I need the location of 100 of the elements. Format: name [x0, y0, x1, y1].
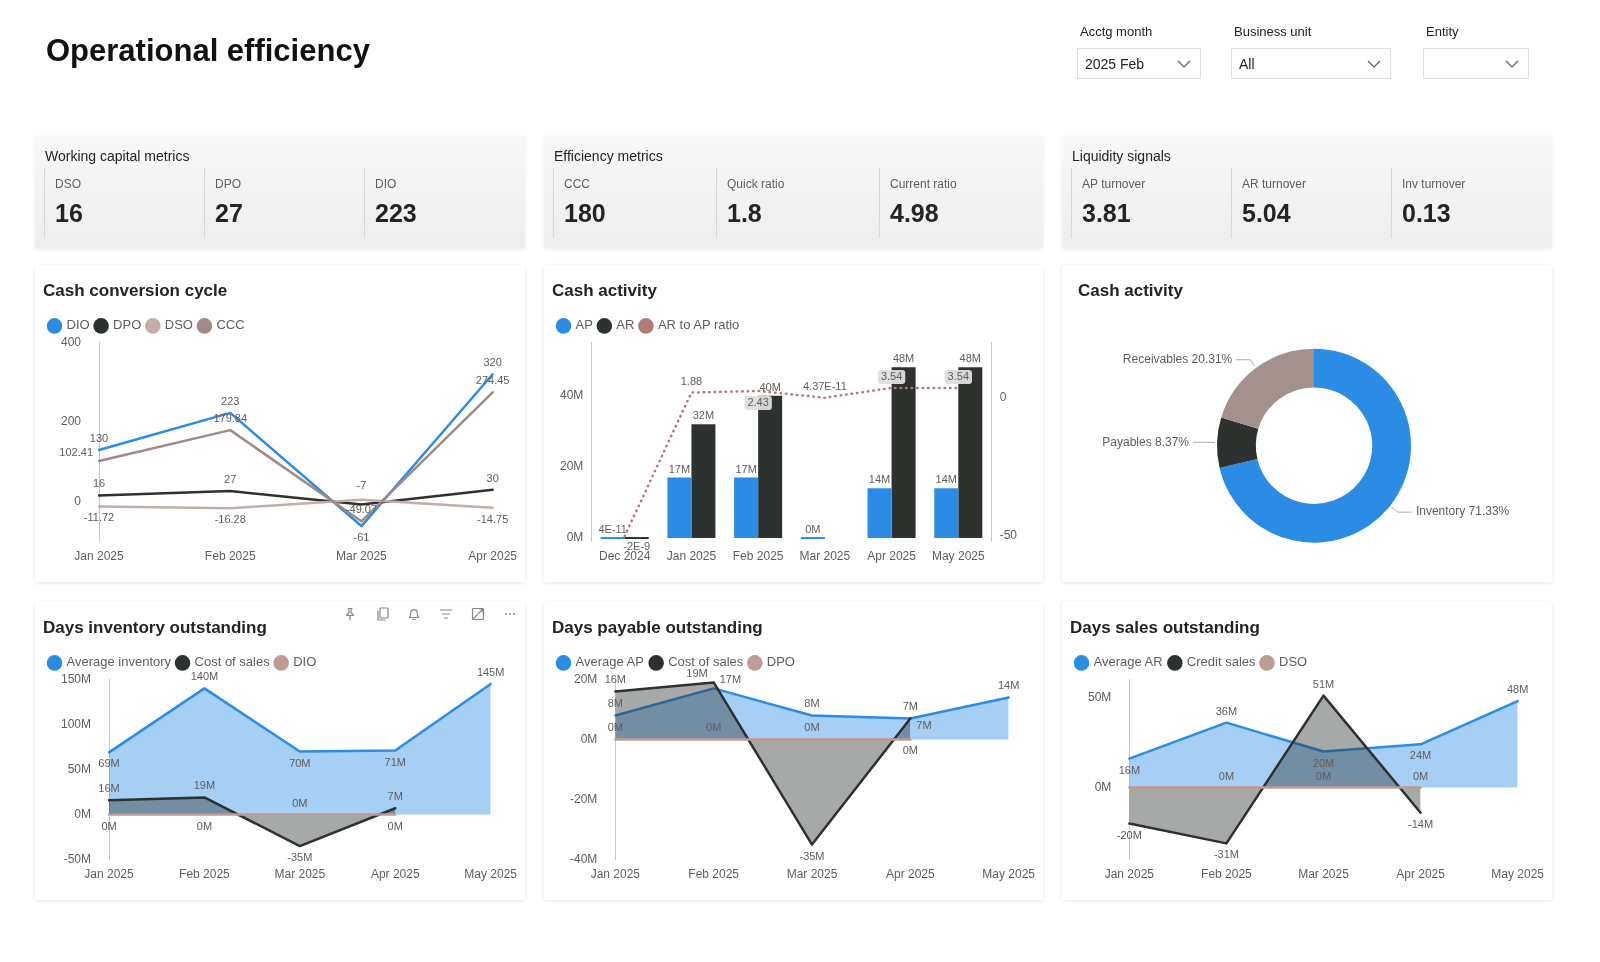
- data-label: 36M: [1215, 704, 1238, 717]
- data-label: -16.28: [214, 513, 246, 526]
- x-tick-label: Jan 2025: [74, 549, 125, 564]
- x-tick-label: Apr 2025: [885, 867, 935, 882]
- y-tick-label: 100M: [60, 716, 92, 731]
- data-label: 48M: [892, 352, 915, 365]
- data-label: 32M: [692, 409, 715, 422]
- x-tick-label: Mar 2025: [799, 549, 851, 564]
- data-label: 130: [89, 432, 109, 444]
- data-label: 3.54: [880, 369, 903, 382]
- chart-title: Days sales outstanding: [1070, 617, 1260, 637]
- data-label: 71M: [384, 755, 406, 768]
- data-label: 17M: [735, 462, 757, 475]
- text: DSO: [55, 177, 82, 192]
- data-label: 16M: [98, 782, 120, 795]
- y2-tick-label: -50: [999, 528, 1018, 543]
- y-tick-label: 0M: [566, 530, 584, 545]
- data-label: -11.72: [83, 511, 115, 524]
- text: 0.13: [1402, 198, 1451, 228]
- x-tick-label: Apr 2025: [370, 867, 420, 882]
- y-tick-label: 200: [60, 414, 82, 429]
- data-label: 30: [486, 471, 499, 484]
- data-label: 0M: [387, 819, 403, 832]
- chart-title: Cash activity: [1078, 280, 1184, 300]
- bar: [600, 537, 625, 540]
- text: 3.81: [1082, 198, 1131, 228]
- bar: [734, 477, 759, 539]
- y-tick-label: 0: [74, 494, 82, 509]
- data-label: 48M: [959, 352, 982, 365]
- text: DPO: [215, 177, 242, 192]
- legend-label: AR: [616, 317, 635, 333]
- data-label: -14.75: [477, 512, 509, 525]
- x-tick-label: Feb 2025: [732, 549, 784, 564]
- bar: [691, 424, 716, 539]
- chart-title: Days payable outstanding: [552, 617, 763, 637]
- data-label: 2.43: [747, 396, 769, 409]
- data-label: -7: [356, 478, 367, 491]
- data-label: -35M: [799, 849, 825, 862]
- y-tick-label: 40M: [560, 388, 584, 403]
- data-label: 20M: [1312, 756, 1335, 769]
- text: Acctg month: [1080, 24, 1153, 40]
- x-tick-label: Jan 2025: [666, 549, 717, 564]
- data-label: 14M: [997, 679, 1020, 692]
- text: Business unit: [1234, 24, 1312, 40]
- text: CCC: [564, 177, 590, 192]
- bar: [667, 477, 692, 539]
- data-label: 40M: [759, 380, 781, 393]
- legend-label: Average AP: [575, 654, 644, 670]
- legend-label: AR to AP ratio: [657, 317, 740, 333]
- text: AP turnover: [1082, 177, 1146, 192]
- text: 5.04: [1242, 198, 1291, 228]
- data-label: 24M: [1409, 749, 1432, 762]
- x-tick-label: Feb 2025: [204, 549, 256, 564]
- y-tick-label: 20M: [574, 671, 598, 686]
- legend-label: Average inventory: [66, 654, 172, 670]
- bar: [800, 537, 825, 540]
- data-label: 27: [224, 473, 237, 486]
- bar: [934, 488, 959, 539]
- x-tick-label: May 2025: [1491, 867, 1545, 882]
- text: 1.8: [727, 198, 762, 228]
- y-tick-label: 50M: [1088, 689, 1112, 704]
- data-label: 0M: [1412, 769, 1429, 782]
- data-label: 0M: [101, 819, 117, 832]
- y-tick-label: 20M: [560, 459, 584, 474]
- text: Liquidity signals: [1072, 148, 1171, 165]
- text: Efficiency metrics: [554, 148, 663, 165]
- data-label: 1.88: [680, 374, 703, 387]
- data-label: -35M: [287, 851, 313, 864]
- text: Inv turnover: [1402, 177, 1466, 192]
- text: Operational efficiency: [46, 32, 370, 70]
- data-label: 4E-11: [598, 523, 627, 536]
- text: Current ratio: [890, 177, 957, 192]
- data-label: 7M: [387, 790, 403, 803]
- data-label: 7M: [902, 700, 918, 713]
- x-tick-label: May 2025: [464, 867, 518, 882]
- legend-label: Cost of sales: [668, 654, 744, 670]
- x-tick-label: Jan 2025: [1104, 867, 1155, 882]
- data-label: 4.37E-11: [802, 379, 847, 392]
- data-label: -61: [353, 531, 370, 544]
- data-label: 320: [483, 356, 502, 369]
- slice-label: Payables 8.37%: [1102, 434, 1190, 449]
- dropdown: 2025 Feb: [1077, 48, 1201, 79]
- data-label: 17M: [719, 673, 742, 686]
- data-label: -20M: [1116, 828, 1142, 841]
- x-tick-label: May 2025: [982, 867, 1036, 882]
- x-tick-label: Feb 2025: [179, 867, 231, 882]
- data-label: 16M: [604, 673, 627, 686]
- y-tick-label: -50M: [63, 851, 92, 866]
- legend-label: DPO: [766, 654, 795, 670]
- text: Quick ratio: [727, 177, 785, 192]
- data-label: 14M: [935, 473, 957, 486]
- legend-label: Cost of sales: [194, 654, 271, 670]
- data-label: 0M: [292, 796, 308, 809]
- x-tick-label: Jan 2025: [590, 867, 641, 882]
- data-label: 16M: [1118, 763, 1141, 776]
- text: 16: [55, 198, 83, 228]
- data-label: 145M: [476, 665, 505, 678]
- legend-label: DPO: [113, 317, 142, 333]
- data-label: 8M: [607, 697, 623, 710]
- data-label: 0M: [902, 744, 918, 757]
